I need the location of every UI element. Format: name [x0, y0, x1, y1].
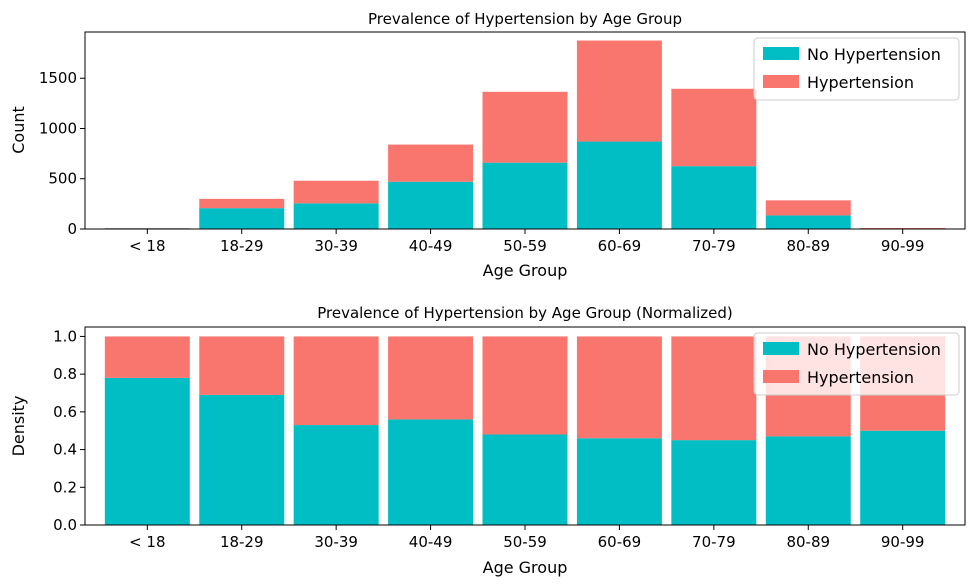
bar-hypertension	[388, 144, 474, 182]
y-axis-ticks: 0.0 0.2 0.4 0.6 0.8 1.0	[53, 327, 85, 534]
bar-no-hypertension	[199, 208, 285, 229]
y-axis-label: Count	[9, 106, 28, 154]
bar-no-hypertension	[482, 162, 568, 229]
bar-no-hypertension	[104, 377, 190, 525]
bar-no-hypertension	[293, 425, 379, 525]
bar-no-hypertension	[671, 166, 757, 229]
y-tick-label: 1000	[39, 119, 77, 137]
x-tick-label: 80-89	[786, 533, 830, 551]
legend: No Hypertension Hypertension	[753, 332, 960, 396]
density-chart: Prevalence of Hypertension by Age Group …	[9, 304, 966, 577]
y-tick-label: 1500	[39, 69, 77, 87]
bar-no-hypertension	[388, 419, 474, 525]
bar-hypertension	[576, 40, 662, 142]
y-tick-label: 1.0	[53, 327, 77, 345]
chart-title: Prevalence of Hypertension by Age Group	[368, 10, 682, 28]
bar-hypertension	[388, 336, 474, 420]
x-tick-label: 40-49	[409, 533, 453, 551]
legend-swatch	[763, 75, 799, 88]
count-chart: Prevalence of Hypertension by Age Group …	[9, 10, 966, 280]
x-tick-label: 30-39	[314, 533, 358, 551]
chart-title: Prevalence of Hypertension by Age Group …	[317, 304, 733, 322]
bar-hypertension	[199, 336, 285, 395]
bar-hypertension	[293, 336, 379, 426]
bar-no-hypertension	[765, 215, 851, 229]
legend-box	[753, 37, 960, 101]
bar-no-hypertension	[388, 181, 474, 229]
x-tick-label: 60-69	[598, 237, 642, 255]
x-tick-label: 80-89	[786, 237, 830, 255]
bar-hypertension	[482, 336, 568, 435]
bars	[104, 336, 946, 525]
x-tick-label: 18-29	[220, 237, 264, 255]
bar-no-hypertension	[482, 434, 568, 525]
x-tick-label: 40-49	[409, 237, 453, 255]
y-tick-label: 0.8	[53, 365, 77, 383]
legend-box	[753, 332, 960, 396]
bar-no-hypertension	[199, 394, 285, 525]
bar-no-hypertension	[576, 141, 662, 229]
bar-hypertension	[104, 336, 190, 378]
bar-hypertension	[860, 227, 946, 229]
x-tick-label: 70-79	[692, 237, 736, 255]
bars	[104, 40, 946, 229]
legend-label: Hypertension	[807, 368, 914, 387]
x-axis-ticks: < 18 18-29 30-39 40-49 50-59 60-69 70-79 80-89 9…	[129, 525, 924, 551]
x-axis-label: Age Group	[483, 261, 568, 280]
y-axis-label: Density	[9, 396, 28, 457]
x-tick-label: 70-79	[692, 533, 736, 551]
bar-no-hypertension	[860, 430, 946, 525]
bar-hypertension	[482, 91, 568, 163]
bar-hypertension	[576, 336, 662, 439]
y-tick-label: 0.6	[53, 403, 77, 421]
x-tick-label: 90-99	[881, 237, 925, 255]
bar-hypertension	[671, 88, 757, 167]
bar-hypertension	[671, 336, 757, 441]
legend: No Hypertension Hypertension	[753, 37, 960, 101]
y-tick-label: 0.0	[53, 516, 77, 534]
legend-label: No Hypertension	[807, 45, 941, 64]
y-tick-label: 0.4	[53, 441, 77, 459]
bar-hypertension	[199, 198, 285, 209]
x-tick-label: < 18	[129, 237, 165, 255]
bar-no-hypertension	[671, 440, 757, 525]
legend-label: Hypertension	[807, 73, 914, 92]
x-tick-label: 50-59	[503, 237, 547, 255]
legend-swatch	[763, 47, 799, 60]
x-tick-label: 90-99	[881, 533, 925, 551]
x-tick-label: < 18	[129, 533, 165, 551]
x-tick-label: 30-39	[314, 237, 358, 255]
y-tick-label: 500	[48, 170, 77, 188]
bar-no-hypertension	[765, 436, 851, 525]
bar-hypertension	[293, 180, 379, 204]
bar-no-hypertension	[576, 438, 662, 525]
x-axis-ticks: < 18 18-29 30-39 40-49 50-59 60-69 70-79 80-89 9…	[129, 229, 924, 255]
x-tick-label: 50-59	[503, 533, 547, 551]
y-axis-ticks: 0 500 1000 1500	[39, 69, 85, 238]
y-tick-label: 0.2	[53, 478, 77, 496]
legend-label: No Hypertension	[807, 340, 941, 359]
x-axis-label: Age Group	[483, 558, 568, 577]
legend-swatch	[763, 370, 799, 383]
x-tick-label: 60-69	[598, 533, 642, 551]
x-tick-label: 18-29	[220, 533, 264, 551]
y-tick-label: 0	[67, 220, 77, 238]
bar-hypertension	[765, 200, 851, 216]
legend-swatch	[763, 342, 799, 355]
bar-no-hypertension	[293, 203, 379, 229]
